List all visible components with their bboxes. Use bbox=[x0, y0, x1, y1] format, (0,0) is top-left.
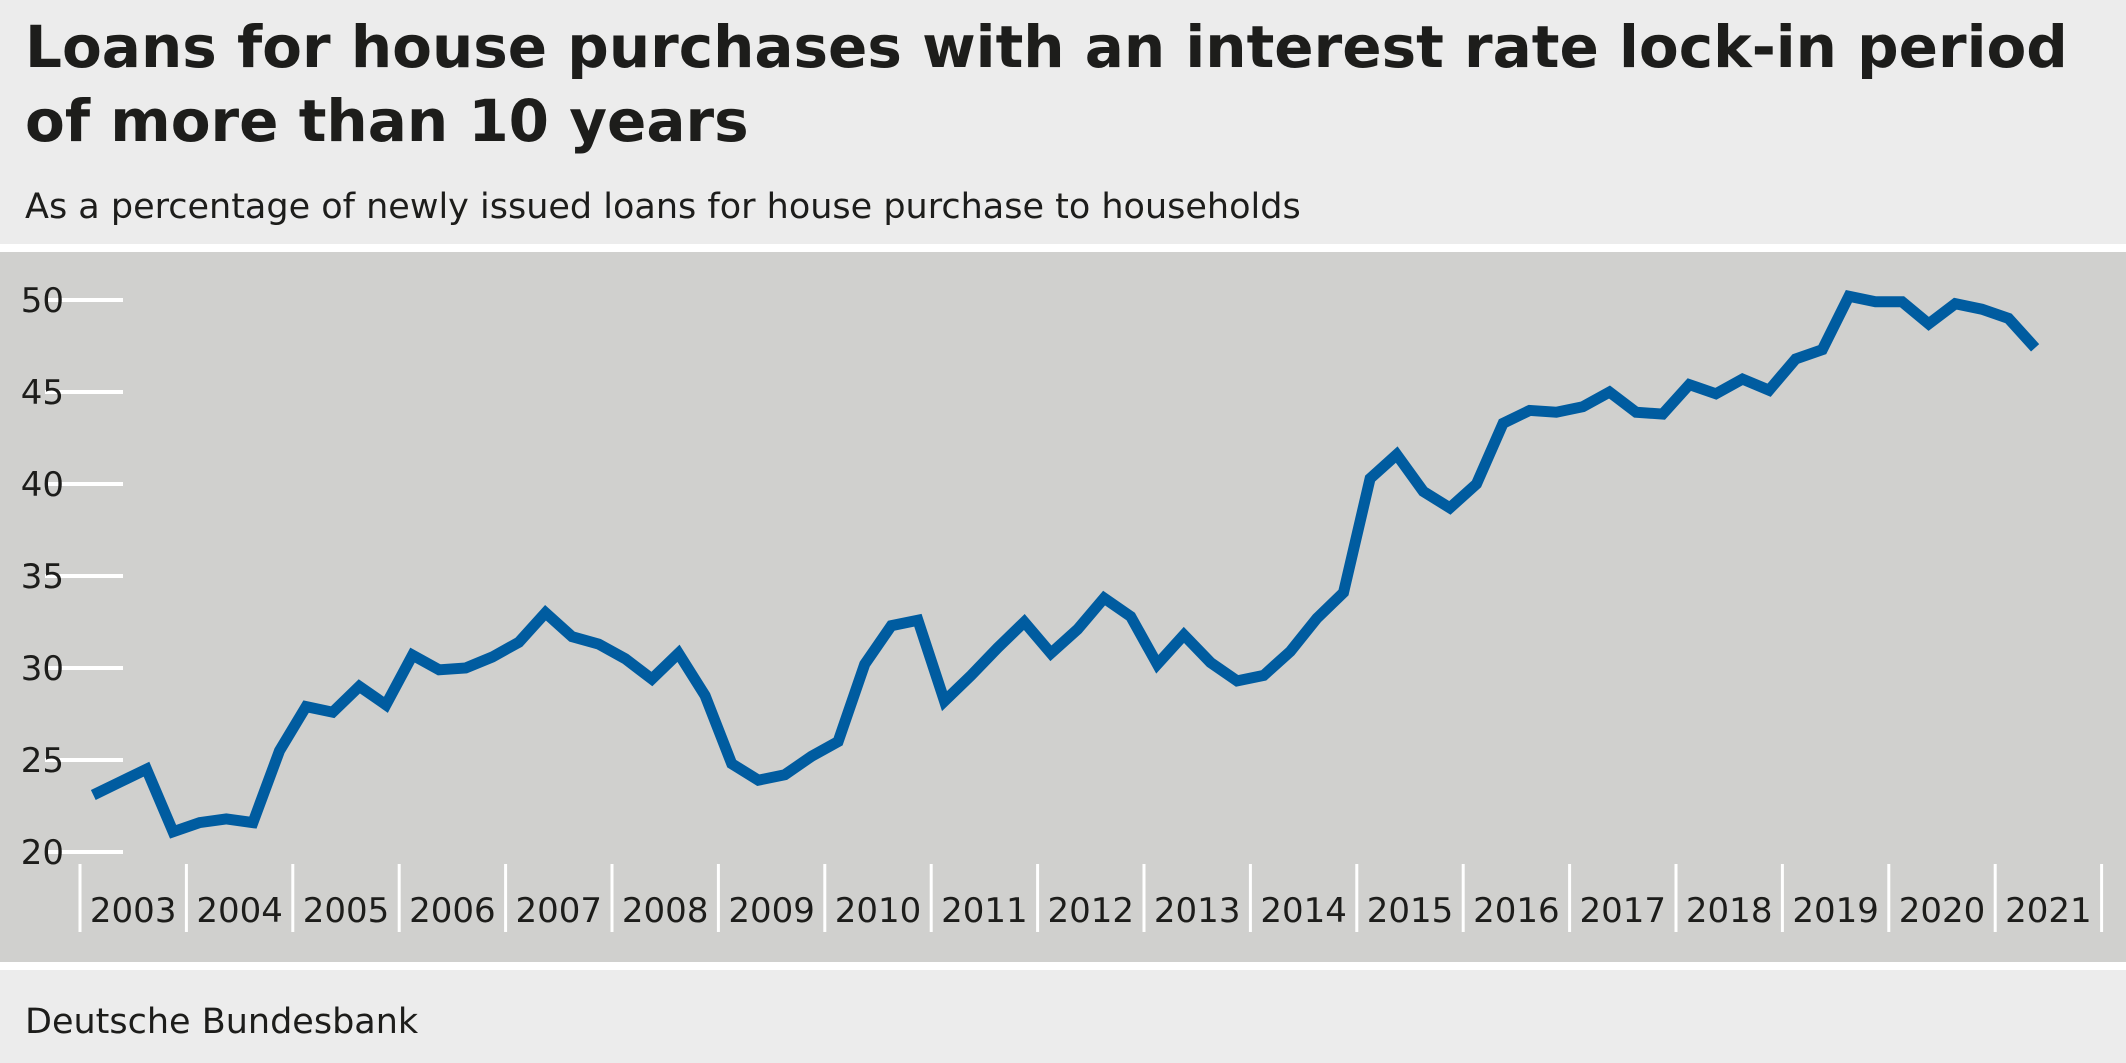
x-tick-label: 2006 bbox=[409, 891, 496, 931]
x-tick-label: 2003 bbox=[90, 891, 177, 931]
x-tick-label: 2020 bbox=[1899, 891, 1986, 931]
x-tick-label: 2016 bbox=[1473, 891, 1560, 931]
x-tick-label: 2010 bbox=[835, 891, 922, 931]
x-axis: 2003 2004 2005 2006 2007 2008 2009 2010 2011 2012… bbox=[78, 864, 2104, 932]
x-tick-label: 2008 bbox=[622, 891, 709, 931]
x-tick-label: 2013 bbox=[1154, 891, 1241, 931]
y-tick-label: 25 bbox=[21, 741, 64, 781]
y-tick-label: 50 bbox=[21, 281, 64, 321]
y-tick-label: 30 bbox=[21, 649, 64, 689]
series-layer bbox=[90, 290, 2040, 839]
y-tick-label: 20 bbox=[21, 833, 64, 873]
chart-subtitle: As a percentage of newly issued loans fo… bbox=[25, 187, 1301, 227]
y-tick-label: 40 bbox=[21, 465, 64, 505]
x-tick-label: 2017 bbox=[1580, 891, 1667, 931]
x-tick-label: 2014 bbox=[1260, 891, 1347, 931]
x-tick-label: 2007 bbox=[516, 891, 603, 931]
x-tick-label: 2021 bbox=[2005, 891, 2092, 931]
x-tick-label: 2005 bbox=[303, 891, 390, 931]
series-line bbox=[90, 290, 2040, 839]
x-tick-label: 2012 bbox=[1048, 891, 1135, 931]
chart-title: Loans for house purchases with an intere… bbox=[25, 13, 2068, 155]
x-tick-label: 2019 bbox=[1792, 891, 1879, 931]
x-tick-label: 2009 bbox=[728, 891, 815, 931]
y-axis: 20 25 30 35 40 45 50 bbox=[21, 281, 123, 873]
y-tick-label: 35 bbox=[21, 557, 64, 597]
x-tick-label: 2015 bbox=[1367, 891, 1454, 931]
x-tick-label: 2018 bbox=[1686, 891, 1773, 931]
y-tick-label: 45 bbox=[21, 373, 64, 413]
x-tick-label: 2004 bbox=[196, 891, 283, 931]
source-label: Deutsche Bundesbank bbox=[25, 1002, 419, 1042]
chart-panel: 20 25 30 35 40 45 50 2003 2004 2005 2006 2007 2008 2… bbox=[0, 244, 2126, 970]
x-tick-label: 2011 bbox=[941, 891, 1028, 931]
